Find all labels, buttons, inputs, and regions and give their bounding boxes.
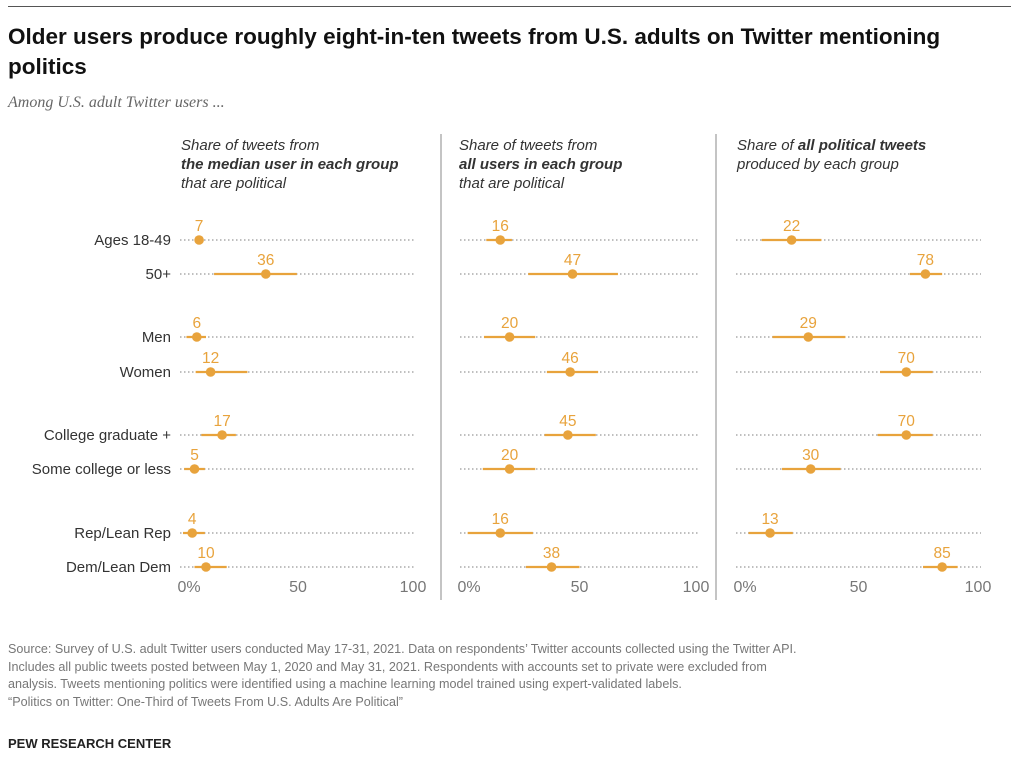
- source-line: analysis. Tweets mentioning politics wer…: [8, 677, 682, 691]
- data-point: [901, 367, 912, 377]
- category-label: Some college or less: [32, 461, 171, 478]
- panel-heading-3: Share of all political tweets produced b…: [737, 136, 926, 174]
- category-label: Women: [120, 364, 171, 381]
- data-point: [495, 235, 506, 245]
- heading-bold: all political tweets: [797, 137, 927, 154]
- data-point: [901, 430, 912, 440]
- data-point: [504, 332, 515, 342]
- data-point: [803, 332, 814, 342]
- data-point: [565, 367, 575, 377]
- tick-label: 100: [683, 579, 710, 596]
- data-point: [765, 528, 775, 538]
- category-label: Ages 18-49: [94, 232, 171, 249]
- category-label: Dem/Lean Dem: [66, 559, 171, 576]
- tick-label: 0%: [457, 579, 480, 596]
- data-label: 13: [761, 511, 778, 528]
- data-label: 20: [501, 447, 519, 464]
- category-label: Rep/Lean Rep: [74, 525, 171, 542]
- chart-subtitle: Among U.S. adult Twitter users ...: [8, 94, 225, 111]
- data-label: 30: [802, 447, 820, 464]
- heading-text: Share of tweets from: [459, 137, 598, 154]
- data-point: [567, 269, 578, 279]
- data-label: 45: [559, 413, 576, 430]
- heading-text: Share of tweets from: [181, 137, 320, 154]
- tick-label: 0%: [177, 579, 200, 596]
- data-label: 85: [934, 545, 951, 562]
- data-point: [504, 464, 515, 474]
- tick-label: 50: [571, 579, 589, 596]
- data-label: 7: [195, 218, 204, 235]
- top-rule: [8, 6, 1011, 7]
- data-label: 22: [783, 218, 800, 235]
- heading-bold: all users in each group: [459, 156, 623, 173]
- data-label: 38: [543, 545, 560, 562]
- category-label: 50+: [146, 266, 172, 283]
- data-label: 16: [492, 511, 509, 528]
- data-point: [937, 562, 947, 572]
- tick-label: 50: [850, 579, 868, 596]
- data-point: [205, 367, 216, 377]
- data-label: 29: [800, 315, 817, 332]
- data-label: 6: [192, 315, 201, 332]
- tick-label: 100: [400, 579, 427, 596]
- data-label: 16: [492, 218, 509, 235]
- data-label: 78: [917, 252, 934, 269]
- brand-label: PEW RESEARCH CENTER: [8, 736, 172, 751]
- source-line: Source: Survey of U.S. adult Twitter use…: [8, 642, 797, 656]
- heading-text: that are political: [459, 175, 565, 192]
- data-point: [192, 332, 202, 342]
- data-point: [786, 235, 797, 245]
- heading-text: produced by each group: [737, 156, 899, 173]
- heading-text: that are political: [181, 175, 287, 192]
- source-line: “Politics on Twitter: One-Third of Tweet…: [8, 694, 403, 709]
- data-label: 70: [898, 350, 916, 367]
- heading-bold: the median user in each group: [181, 156, 399, 173]
- data-point: [201, 562, 211, 572]
- data-point: [187, 528, 197, 538]
- data-label: 47: [564, 252, 581, 269]
- data-label: 36: [257, 252, 274, 269]
- data-label: 12: [202, 350, 219, 367]
- data-label: 17: [213, 413, 230, 430]
- data-label: 5: [190, 447, 199, 464]
- chart-title: Older users produce roughly eight-in-ten…: [8, 24, 941, 79]
- data-point: [189, 464, 200, 474]
- data-point: [495, 528, 506, 538]
- category-label: College graduate +: [44, 427, 171, 444]
- tick-label: 0%: [733, 579, 756, 596]
- data-point: [920, 269, 931, 279]
- data-point: [805, 464, 816, 474]
- data-label: 70: [898, 413, 916, 430]
- category-label: Men: [142, 329, 171, 346]
- data-label: 46: [562, 350, 579, 367]
- data-label: 4: [188, 511, 197, 528]
- data-point: [546, 562, 557, 572]
- tick-label: 50: [289, 579, 307, 596]
- tick-label: 100: [965, 579, 992, 596]
- heading-text: Share of: [737, 137, 798, 154]
- data-point: [261, 269, 271, 279]
- data-point: [563, 430, 573, 440]
- source-note: Source: Survey of U.S. adult Twitter use…: [8, 641, 1018, 711]
- data-label: 10: [197, 545, 215, 562]
- source-line: Includes all public tweets posted betwee…: [8, 659, 767, 674]
- data-label: 20: [501, 315, 519, 332]
- panel-heading-1: Share of tweets from the median user in …: [181, 136, 399, 193]
- data-point: [217, 430, 227, 440]
- plot-area: Ages 18-49 50+ Men Women College graduate + S…: [32, 134, 992, 600]
- panel-heading-2: Share of tweets from all users in each g…: [459, 136, 622, 193]
- data-point: [194, 235, 204, 245]
